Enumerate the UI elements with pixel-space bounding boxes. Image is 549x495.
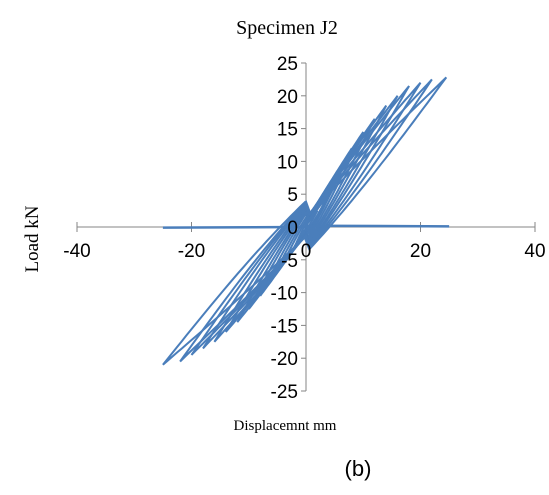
- hysteresis-loop: [202, 85, 410, 350]
- x-tick-label: 40: [524, 241, 545, 262]
- x-tick-label: 0: [301, 241, 312, 262]
- x-tick-label: 20: [410, 241, 431, 262]
- chart-title: Specimen J2: [236, 17, 338, 39]
- hysteresis-loop: [162, 76, 448, 366]
- x-tick-label: -40: [63, 241, 90, 262]
- y-tick-label: -25: [271, 382, 298, 403]
- x-tick-label: -20: [178, 241, 205, 262]
- tail-segment: [162, 225, 307, 229]
- y-tick-label: -10: [271, 284, 298, 305]
- y-tick-label: -5: [281, 251, 298, 272]
- y-tick-label: 15: [277, 120, 298, 141]
- hysteresis-loop: [213, 95, 399, 343]
- tail-segment: [305, 224, 450, 228]
- y-tick-label: 20: [277, 87, 298, 108]
- plot-area: [162, 76, 450, 366]
- y-axis-label: Load kN: [22, 205, 43, 272]
- y-tick-label: 5: [287, 185, 298, 206]
- y-tick-label: -15: [271, 316, 298, 337]
- x-axis-label: Displacemnt mm: [234, 418, 337, 434]
- hysteresis-loop: [179, 78, 433, 363]
- figure-caption: (b): [345, 456, 372, 481]
- y-tick-label: -20: [271, 349, 298, 370]
- y-tick-label: 0: [287, 218, 298, 239]
- y-tick-label: 25: [277, 54, 298, 75]
- y-tick-label: 10: [277, 152, 298, 173]
